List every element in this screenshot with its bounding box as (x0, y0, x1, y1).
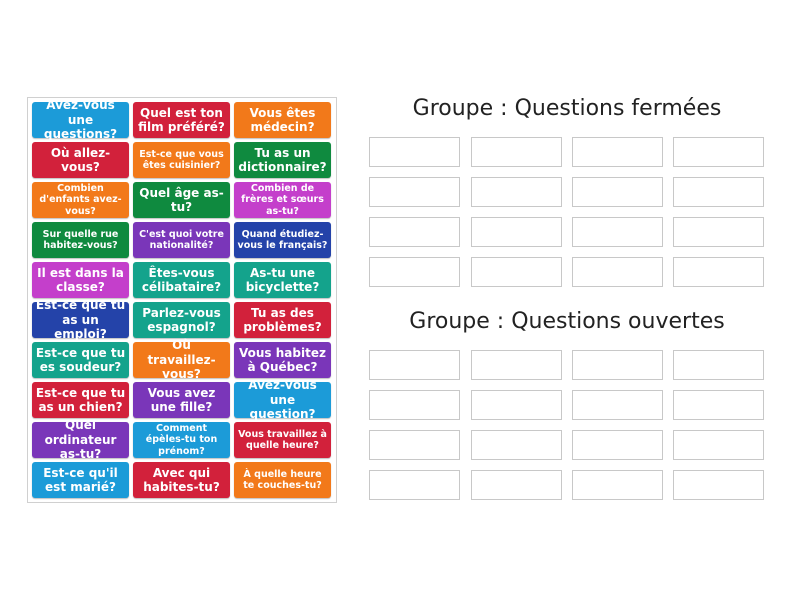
word-tile[interactable]: Est-ce qu'il est marié? (32, 462, 129, 498)
word-tile[interactable]: Quel ordinateur as-tu? (32, 418, 129, 461)
drop-slot[interactable] (369, 257, 460, 287)
drop-slot[interactable] (572, 217, 663, 247)
word-tile[interactable]: Avez-vous une questions? (32, 98, 129, 141)
drop-slot[interactable] (572, 257, 663, 287)
word-tile[interactable]: Tu as des problèmes? (234, 302, 331, 338)
drop-slot[interactable] (369, 177, 460, 207)
drop-slot[interactable] (673, 350, 764, 380)
word-tile[interactable]: Êtes-vous célibataire? (133, 262, 230, 298)
word-tile[interactable]: Avec qui habites-tu? (133, 462, 230, 498)
word-tile[interactable]: Vous êtes médecin? (234, 102, 331, 138)
word-tile[interactable]: Quand étudiez-vous le français? (234, 222, 331, 258)
word-tile[interactable]: Où travaillez-vous? (133, 338, 230, 381)
drop-slot[interactable] (369, 137, 460, 167)
word-tile[interactable]: Quel âge as-tu? (133, 182, 230, 218)
word-tile[interactable]: As-tu une bicyclette? (234, 262, 331, 298)
word-tile[interactable]: Combien d'enfants avez-vous? (32, 182, 129, 218)
drop-slot[interactable] (471, 470, 562, 500)
drop-slot[interactable] (673, 390, 764, 420)
drop-slot[interactable] (471, 390, 562, 420)
drop-slot[interactable] (673, 177, 764, 207)
word-tile[interactable]: Avez-vous une question? (234, 378, 331, 421)
group-title: Groupe : Questions fermées (412, 96, 722, 121)
tile-panel: Avez-vous une questions? Quel est ton fil… (27, 97, 337, 503)
drop-slot[interactable] (673, 137, 764, 167)
word-tile[interactable]: Parlez-vous espagnol? (133, 302, 230, 338)
word-tile[interactable]: C'est quoi votre nationalité? (133, 222, 230, 258)
drop-slot[interactable] (471, 350, 562, 380)
drop-slot[interactable] (471, 257, 562, 287)
word-tile[interactable]: Vous travaillez à quelle heure? (234, 422, 331, 458)
word-tile[interactable]: Sur quelle rue habitez-vous? (32, 222, 129, 258)
word-tile[interactable]: À quelle heure te couches-tu? (234, 462, 331, 498)
word-tile[interactable]: Est-ce que tu es soudeur? (32, 342, 129, 378)
drop-slot[interactable] (471, 217, 562, 247)
drop-slot[interactable] (471, 430, 562, 460)
drop-slot[interactable] (673, 430, 764, 460)
word-tile[interactable]: Où allez-vous? (32, 142, 129, 178)
drop-slot[interactable] (369, 390, 460, 420)
word-tile[interactable]: Vous avez une fille? (133, 382, 230, 418)
drop-slot[interactable] (673, 470, 764, 500)
word-tile[interactable]: Est-ce que tu as un chien? (32, 382, 129, 418)
drop-slot[interactable] (369, 217, 460, 247)
drop-slot[interactable] (369, 430, 460, 460)
word-tile[interactable]: Combien de frères et sœurs as-tu? (234, 182, 331, 218)
word-tile[interactable]: Est-ce que tu as un emploi? (32, 298, 129, 341)
group-title: Groupe : Questions ouvertes (409, 309, 725, 334)
word-tile[interactable]: Vous habitez à Québec? (234, 342, 331, 378)
drop-slot[interactable] (471, 137, 562, 167)
word-tile[interactable]: Est-ce que vous êtes cuisinier? (133, 142, 230, 178)
drop-slot[interactable] (572, 350, 663, 380)
drop-slot[interactable] (572, 137, 663, 167)
drop-slot[interactable] (572, 177, 663, 207)
word-tile[interactable]: Tu as un dictionnaire? (234, 142, 331, 178)
drop-slot[interactable] (572, 430, 663, 460)
drop-slot[interactable] (369, 470, 460, 500)
drop-slot[interactable] (673, 217, 764, 247)
drop-slot[interactable] (369, 350, 460, 380)
word-tile[interactable]: Il est dans la classe? (32, 262, 129, 298)
drop-slot[interactable] (572, 470, 663, 500)
word-tile[interactable]: Comment épèles-tu ton prénom? (133, 422, 230, 458)
word-tile[interactable]: Quel est ton film préféré? (133, 102, 230, 138)
drop-slot[interactable] (471, 177, 562, 207)
drop-slot[interactable] (673, 257, 764, 287)
drop-slot[interactable] (572, 390, 663, 420)
